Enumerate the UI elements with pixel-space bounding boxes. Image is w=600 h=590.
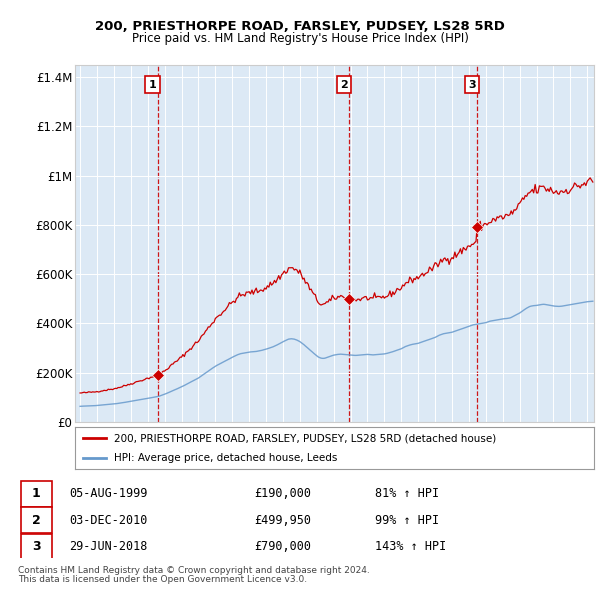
Text: 2: 2 [340, 80, 348, 90]
FancyBboxPatch shape [20, 507, 52, 533]
FancyBboxPatch shape [20, 533, 52, 559]
Text: 1: 1 [32, 487, 41, 500]
FancyBboxPatch shape [20, 481, 52, 507]
Text: 3: 3 [32, 540, 41, 553]
Text: 3: 3 [468, 80, 476, 90]
Text: 200, PRIESTHORPE ROAD, FARSLEY, PUDSEY, LS28 5RD: 200, PRIESTHORPE ROAD, FARSLEY, PUDSEY, … [95, 20, 505, 33]
Text: 2: 2 [32, 514, 41, 527]
Text: 1: 1 [149, 80, 157, 90]
Text: HPI: Average price, detached house, Leeds: HPI: Average price, detached house, Leed… [114, 454, 337, 463]
Text: 29-JUN-2018: 29-JUN-2018 [70, 540, 148, 553]
Text: £499,950: £499,950 [254, 514, 311, 527]
Text: 03-DEC-2010: 03-DEC-2010 [70, 514, 148, 527]
Text: 200, PRIESTHORPE ROAD, FARSLEY, PUDSEY, LS28 5RD (detached house): 200, PRIESTHORPE ROAD, FARSLEY, PUDSEY, … [114, 434, 496, 444]
Text: 05-AUG-1999: 05-AUG-1999 [70, 487, 148, 500]
Text: 99% ↑ HPI: 99% ↑ HPI [375, 514, 439, 527]
Text: Contains HM Land Registry data © Crown copyright and database right 2024.: Contains HM Land Registry data © Crown c… [18, 566, 370, 575]
Text: 143% ↑ HPI: 143% ↑ HPI [375, 540, 446, 553]
Text: £190,000: £190,000 [254, 487, 311, 500]
Text: This data is licensed under the Open Government Licence v3.0.: This data is licensed under the Open Gov… [18, 575, 307, 584]
Text: £790,000: £790,000 [254, 540, 311, 553]
Text: Price paid vs. HM Land Registry's House Price Index (HPI): Price paid vs. HM Land Registry's House … [131, 32, 469, 45]
Text: 81% ↑ HPI: 81% ↑ HPI [375, 487, 439, 500]
